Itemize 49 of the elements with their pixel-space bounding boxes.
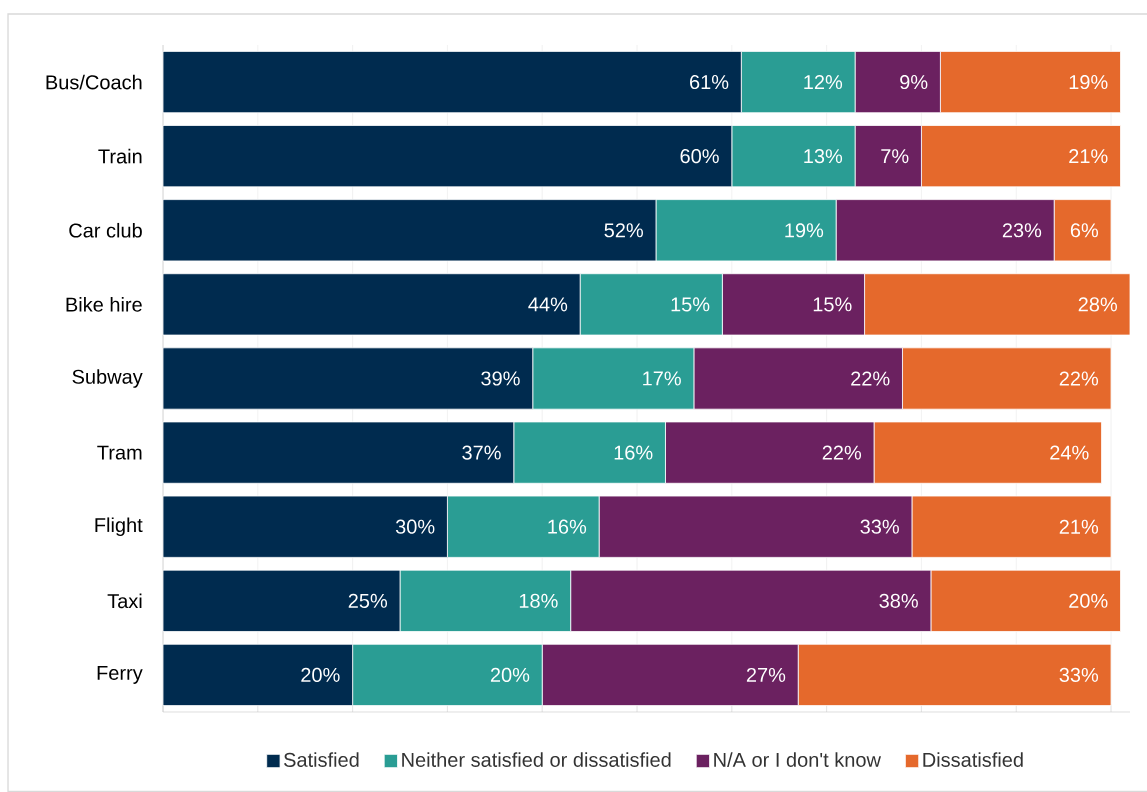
data-label: 22% xyxy=(1059,371,1099,386)
data-label: 17% xyxy=(643,371,681,386)
data-label: 20% xyxy=(301,667,340,682)
data-label: 19% xyxy=(1069,74,1108,90)
y-tick-label: Subway xyxy=(72,369,143,388)
data-label: 9% xyxy=(900,74,928,90)
data-label: 12% xyxy=(804,75,843,90)
y-tick-label: Bike hire xyxy=(66,297,142,312)
data-label: 22% xyxy=(822,445,862,460)
data-label: 20% xyxy=(1069,593,1108,608)
data-label: 27% xyxy=(746,667,786,682)
y-tick-label: Tram xyxy=(97,445,142,460)
y-tick-label: Car club xyxy=(69,222,142,238)
data-label: 22% xyxy=(851,371,890,386)
data-label: 39% xyxy=(481,371,520,386)
data-label: 19% xyxy=(785,223,824,238)
data-label: 13% xyxy=(804,149,843,164)
data-label: 23% xyxy=(1002,223,1042,238)
y-tick-label: Taxi xyxy=(107,593,142,609)
data-label: 37% xyxy=(462,445,501,460)
data-label: 7% xyxy=(881,149,909,164)
data-label: 6% xyxy=(1070,223,1099,238)
y-tick-label: Train xyxy=(98,148,142,164)
legend-label: Satisfied xyxy=(284,752,359,767)
data-label: 16% xyxy=(614,445,653,460)
data-label: 33% xyxy=(1059,667,1099,682)
data-label: 38% xyxy=(879,593,918,608)
data-label: 18% xyxy=(519,593,558,608)
legend-label: N/A or I don't know xyxy=(714,752,881,767)
legend-label: Neither satisfied or dissatisfied xyxy=(402,752,671,767)
data-label: 61% xyxy=(690,74,729,90)
data-label: 15% xyxy=(671,297,710,312)
data-label: 16% xyxy=(548,519,587,534)
data-label: 15% xyxy=(813,297,852,312)
data-label: 33% xyxy=(860,519,899,534)
data-label: 30% xyxy=(395,519,435,534)
y-tick-label: Ferry xyxy=(97,665,143,684)
y-tick-label: Flight xyxy=(95,517,143,537)
data-label: 44% xyxy=(528,297,568,312)
data-label: 20% xyxy=(490,667,530,682)
data-label: 24% xyxy=(1050,445,1089,460)
data-label: 25% xyxy=(348,593,388,608)
legend-label: Dissatisfied xyxy=(923,752,1023,767)
y-tick-label: Bus/Coach xyxy=(46,74,142,90)
data-label: 52% xyxy=(604,223,643,238)
data-label: 21% xyxy=(1059,519,1099,534)
data-label: 21% xyxy=(1069,149,1108,164)
data-label: 60% xyxy=(680,149,719,164)
data-label: 28% xyxy=(1078,297,1118,312)
